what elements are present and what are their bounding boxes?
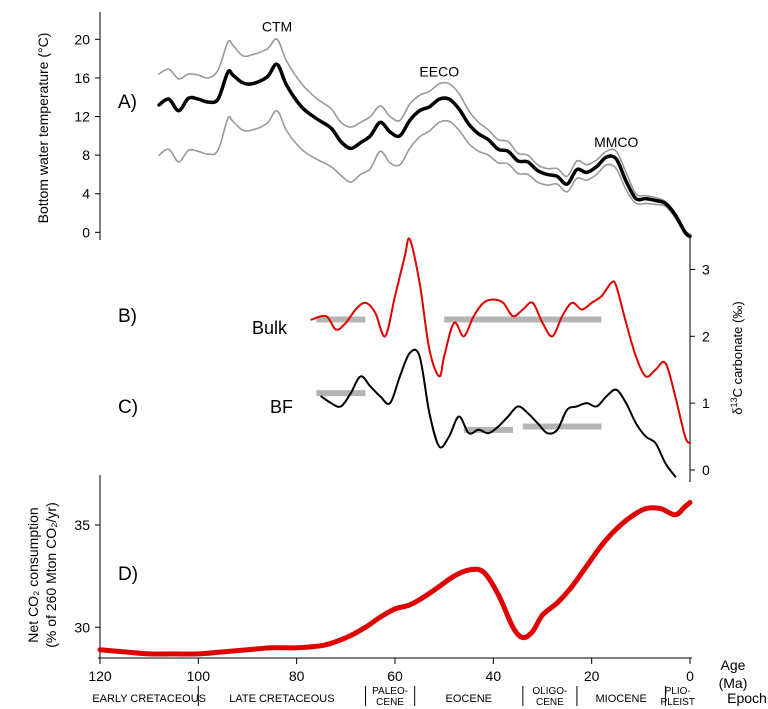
panel-bc-tick-label: 3 [702, 261, 710, 277]
panel-bc-tick-label: 2 [702, 328, 710, 344]
panel-b-series [310, 237, 691, 445]
epoch-label: LATE CRETACEOUS [229, 693, 334, 705]
panel-a-lower-line [158, 109, 691, 239]
x-axis-ticks: 120 100 80 60 40 20 0 [88, 658, 694, 684]
panel-bc-y-ticks: 0 1 2 3 [690, 261, 710, 478]
epoch-label: OLIGO- [532, 686, 567, 697]
panel-c-series-line [320, 348, 677, 478]
x-axis-label-line1: Age [721, 657, 746, 673]
panel-a-tick-label: 8 [82, 147, 90, 163]
panel-a-series [157, 38, 692, 239]
panel-d-ylabel-line2: (% of 260 Mton CO₂/yr) [43, 502, 59, 647]
panel-a-annotations: CTM EECO MMCO [262, 18, 639, 150]
epoch-label: PALEO- [372, 686, 408, 697]
epoch-label: CENE [376, 697, 404, 708]
epoch-label: PLIO- [665, 686, 691, 697]
panel-d-tick-label: 30 [74, 619, 90, 635]
panel-a-y-ticks: 0 4 8 12 16 20 [74, 31, 100, 240]
panel-d-series [97, 500, 693, 657]
annotation-ctm: CTM [262, 18, 292, 34]
epoch-label: EARLY CRETACEOUS [92, 693, 206, 705]
epoch-bands: EARLY CRETACEOUS LATE CRETACEOUSPALEO-CEN… [92, 686, 695, 708]
epoch-label: CENE [536, 697, 564, 708]
panel-c-label: C) [118, 397, 138, 418]
panel-bc-ylabel: δ13C carbonate (‰) [729, 301, 745, 414]
x-axis: 120 100 80 60 40 20 0 Age (Ma) [88, 657, 747, 691]
panel-d-y-ticks: 30 35 [74, 517, 100, 635]
x-tick-label: 0 [686, 668, 694, 684]
epoch-label: EOCENE [446, 693, 492, 705]
annotation-eeco: EECO [419, 64, 459, 80]
epoch-label: MIOCENE [595, 693, 646, 705]
epoch-label: PLEIST [660, 697, 694, 708]
panel-a-tick-label: 4 [82, 186, 90, 202]
x-axis-label-line2: (Ma) [719, 675, 748, 691]
epoch-row: EARLY CRETACEOUS LATE CRETACEOUSPALEO-CEN… [92, 686, 767, 708]
panel-bc-tick-label: 0 [702, 462, 710, 478]
panel-bc: 0 1 2 3 δ13C carbonate (‰) B) Bulk C) BF [118, 236, 745, 482]
panel-a-upper-line [158, 38, 691, 236]
panel-d-ylabel-line1: Net CO₂ consumption [25, 507, 41, 642]
panel-a-ylabel: Bottom water temperature (°C) [35, 33, 51, 224]
annotation-mmco: MMCO [594, 134, 638, 150]
panel-bc-tick-label: 1 [702, 395, 710, 411]
x-tick-label: 20 [584, 668, 600, 684]
panel-a-mean-line [157, 62, 692, 238]
panel-d-label: D) [118, 564, 138, 585]
panel-d-tick-label: 35 [74, 517, 90, 533]
panel-c-series-label: BF [270, 397, 293, 417]
x-tick-label: 100 [187, 668, 211, 684]
panel-b-series-label: Bulk [252, 318, 288, 338]
x-tick-label: 40 [486, 668, 502, 684]
panel-a-tick-label: 12 [74, 109, 90, 125]
panel-b-series-line [310, 237, 691, 445]
panel-b-label: B) [118, 306, 137, 327]
panel-a-tick-label: 16 [74, 70, 90, 86]
x-tick-label: 60 [387, 668, 403, 684]
panel-d-series-line [97, 500, 693, 657]
epoch-axis-label: Epoch [727, 690, 767, 706]
panel-d: 30 35 Net CO₂ consumption (% of 260 Mton … [25, 475, 693, 658]
panel-a-tick-label: 0 [82, 224, 90, 240]
x-tick-label: 120 [88, 668, 112, 684]
x-tick-label: 80 [289, 668, 305, 684]
panel-c-series [316, 348, 677, 478]
panel-a-label: A) [118, 92, 137, 113]
panel-a-tick-label: 20 [74, 31, 90, 47]
